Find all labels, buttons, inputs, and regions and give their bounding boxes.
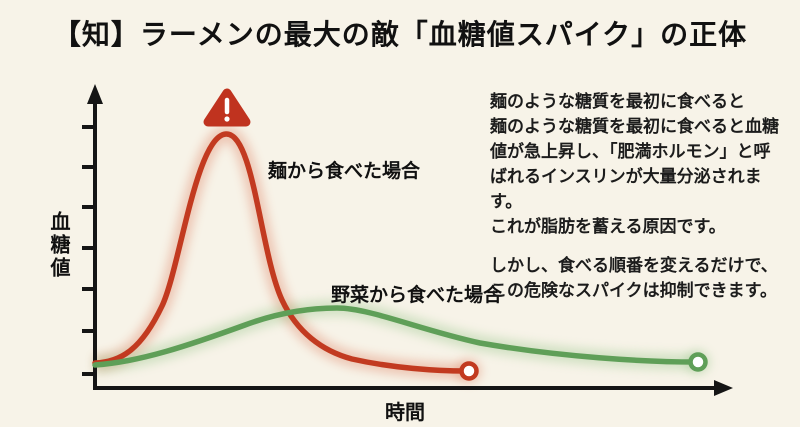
series-label-noodles: 麺から食べた場合 <box>268 161 421 182</box>
series-label-vegetables: 野菜から食べた場合 <box>331 285 503 306</box>
noodles-endpoint-marker <box>459 361 479 381</box>
page-title: 【知】ラーメンの最大の敵「血糖値スパイク」の正体 <box>52 20 748 51</box>
y-axis-label: 血糖値 <box>47 211 69 280</box>
x-axis-arrow <box>714 380 733 396</box>
description-paragraph-1: 麺のような糖質を最初に食べると 麺のような糖質を最初に食べると血糖 値が急上昇し… <box>490 92 779 236</box>
noodles-curve <box>92 131 469 374</box>
x-axis-label: 時間 <box>385 402 425 424</box>
y-axis-arrow <box>87 84 103 104</box>
y-axis-ticks <box>82 125 95 376</box>
description-paragraph-2: しかし、食べる順番を変えるだけで、 この危険なスパイクは抑制できます。 <box>490 256 778 300</box>
description-text: 麺のような糖質を最初に食べると 麺のような糖質を最初に食べると血糖 値が急上昇し… <box>490 89 792 303</box>
exclamation-triangle-icon <box>203 88 251 127</box>
vegetables-endpoint-marker <box>688 352 708 372</box>
vegetables-curve <box>92 305 699 368</box>
